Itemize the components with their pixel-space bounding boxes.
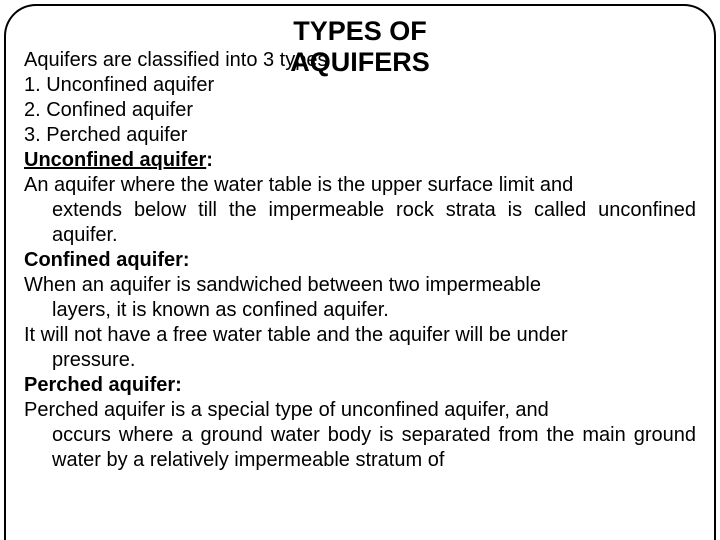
- confined-heading: Confined aquifer:: [24, 248, 696, 273]
- confined-para1-first: When an aquifer is sandwiched between tw…: [24, 274, 541, 296]
- unconfined-heading-colon: :: [206, 149, 213, 171]
- list-item-3: 3. Perched aquifer: [24, 123, 696, 148]
- slide-body: Aquifers are classified into 3 types 1. …: [24, 48, 696, 473]
- perched-para: Perched aquifer is a special type of unc…: [24, 398, 696, 473]
- confined-para1-rest: layers, it is known as confined aquifer.: [24, 298, 696, 323]
- slide-frame: TYPES OF AQUIFERS Aquifers are classifie…: [4, 4, 716, 540]
- unconfined-heading-text: Unconfined aquifer:: [24, 149, 213, 171]
- perched-heading: Perched aquifer:: [24, 373, 696, 398]
- confined-para2-rest: pressure.: [24, 348, 696, 373]
- unconfined-heading: Unconfined aquifer:: [24, 148, 696, 173]
- unconfined-para: An aquifer where the water table is the …: [24, 173, 696, 248]
- unconfined-heading-underline: Unconfined aquifer: [24, 149, 206, 171]
- title-line-1: TYPES OF: [293, 16, 427, 46]
- intro-line: Aquifers are classified into 3 types: [24, 48, 696, 73]
- confined-para-2: It will not have a free water table and …: [24, 323, 696, 373]
- unconfined-para-first: An aquifer where the water table is the …: [24, 174, 573, 196]
- unconfined-para-rest: extends below till the impermeable rock …: [24, 198, 696, 248]
- perched-para-first: Perched aquifer is a special type of unc…: [24, 399, 549, 421]
- perched-para-rest: occurs where a ground water body is sepa…: [24, 423, 696, 473]
- list-item-2: 2. Confined aquifer: [24, 98, 696, 123]
- confined-para-1: When an aquifer is sandwiched between tw…: [24, 273, 696, 323]
- confined-para2-first: It will not have a free water table and …: [24, 324, 568, 346]
